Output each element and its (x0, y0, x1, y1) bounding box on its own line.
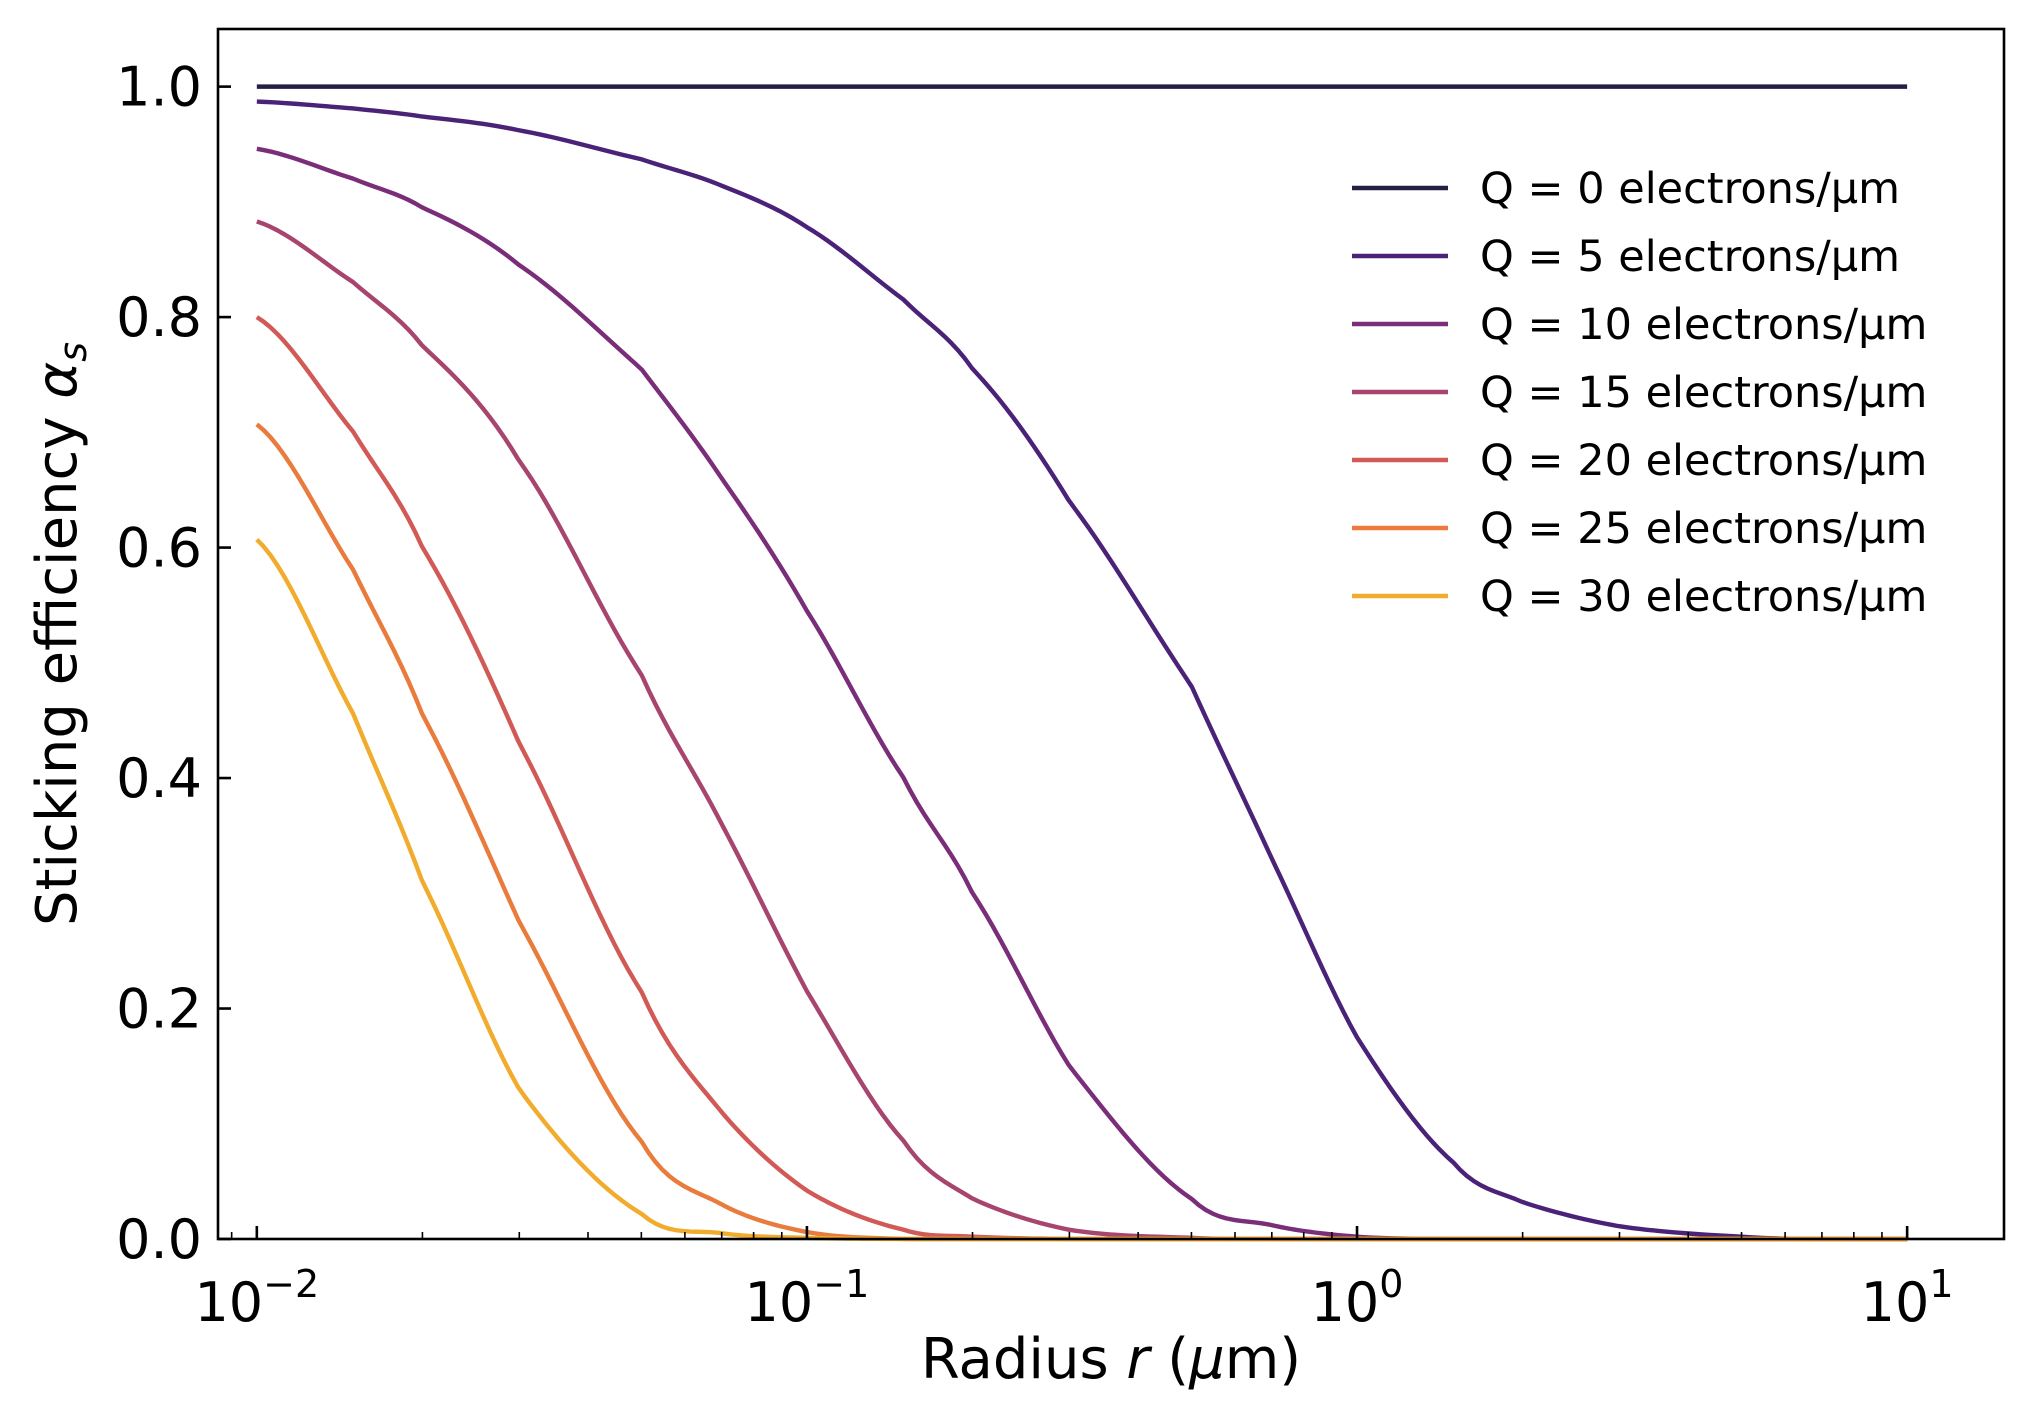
y-tick-label-5: 1.0 (116, 56, 202, 119)
legend-label-3: Q = 15 electrons/μm (1480, 368, 1927, 418)
y-axis-title-subscript: s (51, 342, 95, 362)
x-ticks: 10−2 10−1 100 101 (194, 1226, 1954, 1334)
y-tick-label-1: 0.2 (116, 978, 202, 1041)
y-tick-label-2: 0.4 (116, 747, 202, 810)
y-ticks: 0.0 0.2 0.4 0.6 0.8 1.0 (116, 56, 231, 1271)
x-tick-label-2: 100 (1311, 1262, 1404, 1334)
x-tick-label-1: 10−1 (745, 1262, 870, 1334)
series-line-1 (256, 99, 1908, 1242)
y-tick-label-4: 0.8 (116, 286, 202, 349)
x-axis-title-variable: r (1126, 1327, 1152, 1392)
x-axis-title-unit-mu: μ (1188, 1327, 1225, 1392)
x-axis-title-unit-rest: m) (1225, 1327, 1301, 1392)
legend-label-6: Q = 30 electrons/μm (1480, 572, 1927, 622)
y-axis-title-prefix: Sticking efficiency (25, 399, 90, 926)
y-axis-title-variable: α (25, 362, 90, 399)
x-tick-label-3: 101 (1861, 1262, 1954, 1334)
y-axis-title: Sticking efficiency αs (25, 342, 95, 926)
x-axis-title-open: ( (1149, 1327, 1189, 1392)
y-tick-label-0: 0.0 (116, 1208, 202, 1271)
y-tick-label-3: 0.6 (116, 517, 202, 580)
legend-label-1: Q = 5 electrons/μm (1480, 232, 1900, 282)
x-tick-label-0: 10−2 (194, 1262, 319, 1334)
axes-frame (216, 27, 2006, 1241)
x-axis-title: Radius r (μm) (921, 1327, 1301, 1392)
legend-label-0: Q = 0 electrons/μm (1480, 164, 1900, 214)
legend-label-5: Q = 25 electrons/μm (1480, 504, 1927, 554)
legend-label-2: Q = 10 electrons/μm (1480, 300, 1927, 350)
x-axis-title-prefix: Radius (921, 1327, 1127, 1392)
legend: Q = 0 electrons/μm Q = 5 electrons/μm Q = … (1352, 164, 1927, 622)
legend-label-4: Q = 20 electrons/μm (1480, 436, 1927, 486)
